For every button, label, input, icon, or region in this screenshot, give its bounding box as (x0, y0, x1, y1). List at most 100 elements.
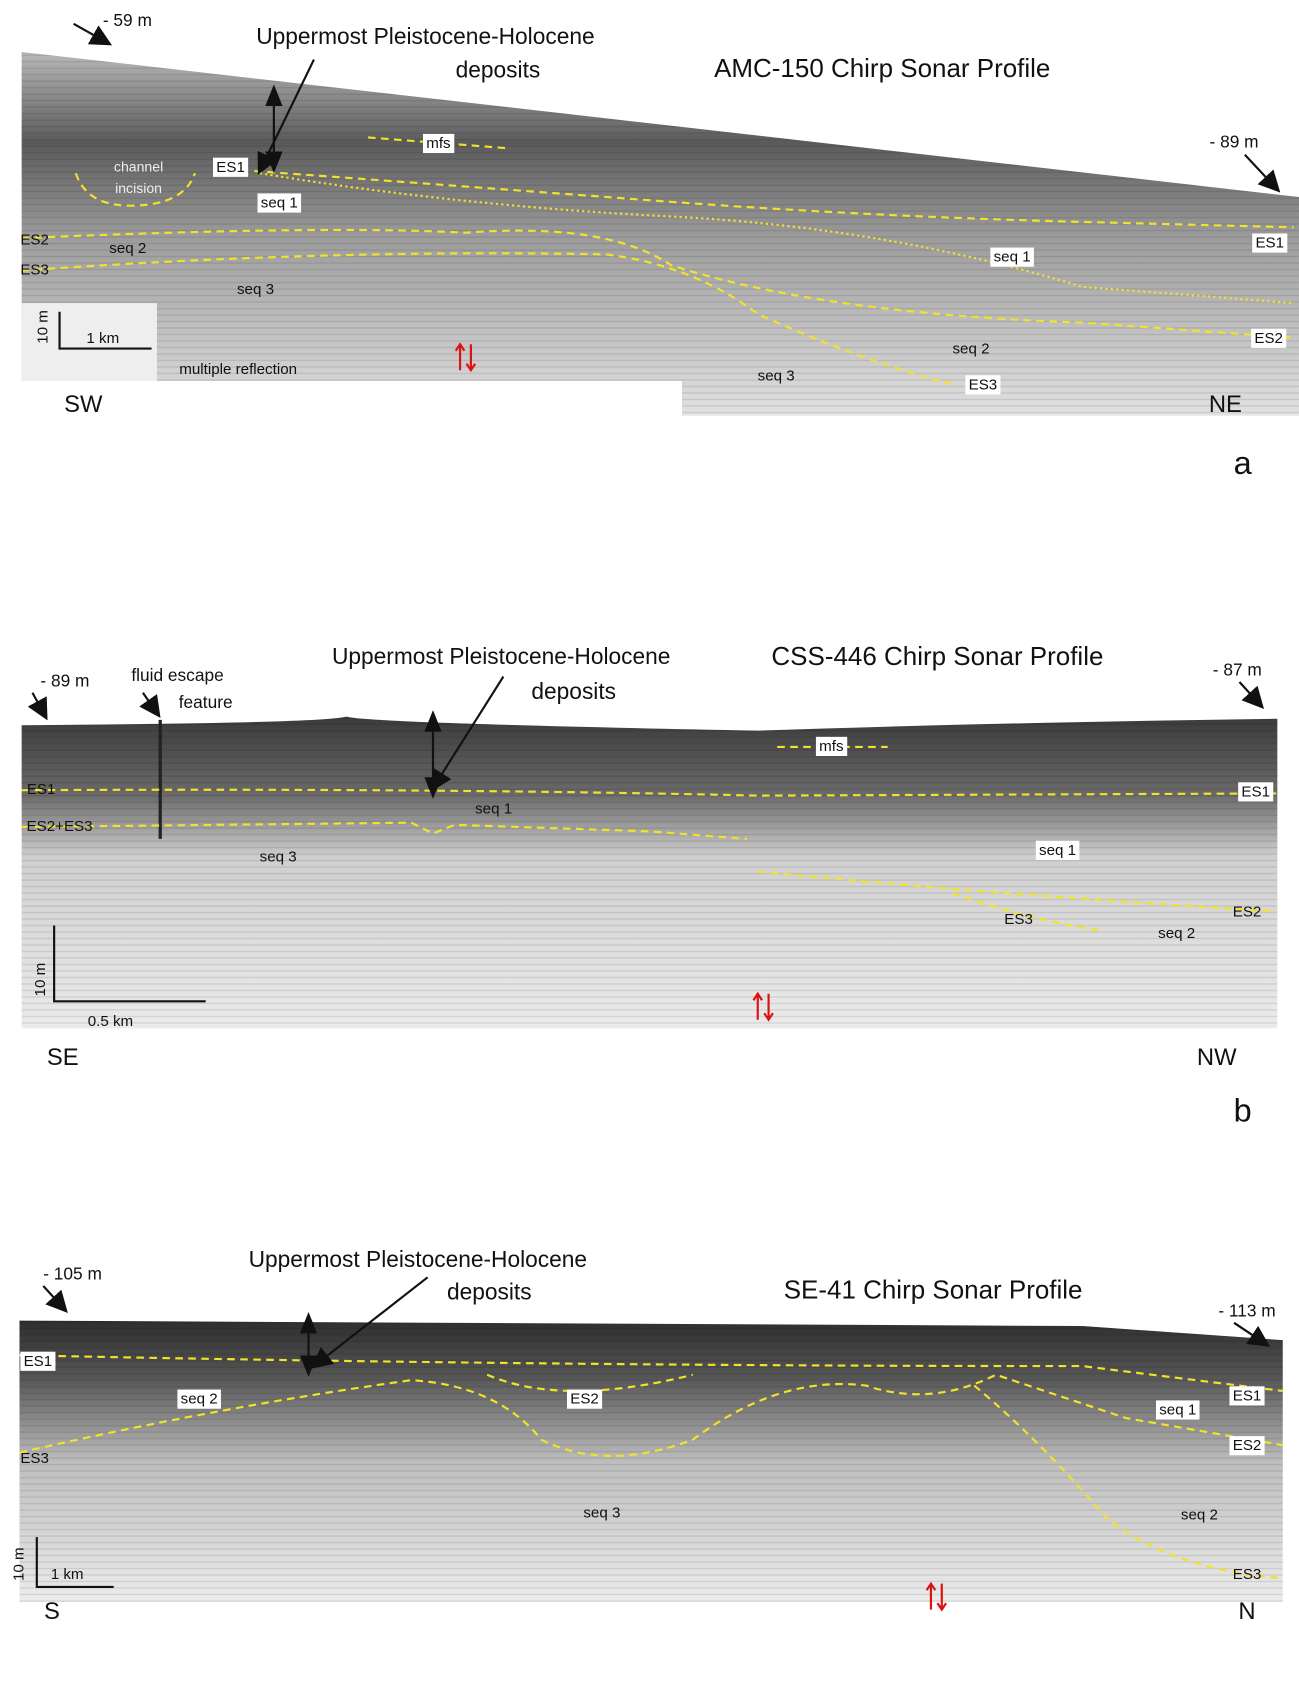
label: feature (179, 692, 233, 712)
label: channel (114, 159, 163, 175)
panel-letter: b (1234, 1092, 1252, 1128)
label: seq 3 (758, 368, 795, 385)
label: seq 1 (1159, 1401, 1196, 1418)
label: seq 1 (475, 801, 512, 818)
arrow (310, 1276, 429, 1369)
fault-symbol (454, 342, 477, 373)
label: ES3 (20, 262, 49, 279)
panel-title: SE-41 Chirp Sonar Profile (784, 1274, 1083, 1304)
label: SE (47, 1044, 79, 1071)
arrow (42, 1285, 68, 1314)
profile-b (21, 716, 1278, 1029)
label: NW (1197, 1044, 1237, 1071)
label: ES1 (1233, 1387, 1262, 1404)
label-box (1252, 233, 1288, 253)
label: ES1 (1255, 235, 1284, 252)
label: fluid escape (131, 665, 223, 685)
label-box (1229, 1436, 1265, 1456)
scale-bar (53, 925, 206, 1003)
label-box (1229, 1386, 1265, 1406)
arrow (139, 692, 161, 718)
label: 10 m (32, 963, 49, 997)
profile-c (19, 1320, 1283, 1603)
label: seq 1 (994, 249, 1031, 266)
panel-letter: c (1235, 1690, 1251, 1693)
label: ES2 (20, 231, 49, 248)
label: - 105 m (43, 1264, 102, 1284)
panel-title: AMC-150 Chirp Sonar Profile (714, 53, 1050, 83)
label: seq 1 (1039, 842, 1076, 859)
label: seq 3 (583, 1504, 620, 1521)
label: SW (64, 391, 103, 418)
scale-bar (58, 311, 152, 350)
label: Uppermost Pleistocene-Holocene (249, 1246, 587, 1272)
label: ES3 (1004, 911, 1033, 928)
label: 1 km (86, 330, 119, 347)
label: 10 m (34, 310, 51, 344)
label: mfs (426, 135, 451, 152)
scale-bar (35, 1537, 114, 1588)
label-box (257, 193, 302, 213)
arrow (73, 22, 113, 46)
label-box (1035, 840, 1080, 860)
label: S (44, 1598, 60, 1625)
label-box (422, 133, 455, 154)
profile-a (21, 51, 1299, 416)
label: seq 2 (181, 1391, 218, 1408)
label-box (990, 247, 1034, 267)
label-box (815, 736, 848, 756)
label: multiple reflection (179, 361, 297, 378)
label-box (566, 1389, 603, 1409)
label: - 89 m (40, 671, 89, 691)
label: 1 km (51, 1566, 84, 1583)
panel-title: CSS-446 Chirp Sonar Profile (771, 641, 1103, 671)
label: ES2+ES3 (27, 818, 93, 835)
label: Uppermost Pleistocene-Holocene (332, 643, 670, 669)
label: 0.5 km (88, 1013, 133, 1030)
label: ES2 (1233, 904, 1262, 921)
label: ES1 (1241, 783, 1270, 800)
label: seq 3 (260, 848, 297, 865)
label: - 89 m (1210, 131, 1259, 151)
label-box (213, 157, 249, 177)
fault-symbol (925, 1581, 948, 1612)
arrow (1238, 681, 1265, 709)
label: seq 2 (109, 240, 146, 257)
label: mfs (819, 738, 844, 755)
label: - 59 m (103, 10, 152, 30)
annotations: AMC-150 Chirp Sonar Profile a - 59 m Upperm… (10, 10, 1288, 1693)
label: N (1238, 1598, 1255, 1625)
label-box (1155, 1400, 1200, 1420)
label: seq 2 (1181, 1506, 1218, 1523)
label: NE (1209, 391, 1242, 418)
label-box (1238, 782, 1274, 802)
label: ES2 (570, 1391, 599, 1408)
arrow (430, 675, 505, 792)
label: deposits (447, 1279, 532, 1305)
label: ES1 (24, 1353, 53, 1370)
label: ES1 (216, 159, 245, 176)
label: seq 2 (952, 341, 989, 358)
label: 10 m (10, 1547, 27, 1581)
label-box (965, 375, 1001, 395)
label: seq 3 (237, 281, 274, 298)
label: deposits (456, 56, 541, 82)
label: deposits (531, 678, 616, 704)
label: ES3 (969, 376, 998, 393)
label: Uppermost Pleistocene-Holocene (256, 23, 594, 49)
label: ES2 (1254, 330, 1283, 347)
label: - 87 m (1213, 660, 1262, 680)
label-box (1251, 328, 1287, 348)
label: ES3 (1233, 1566, 1262, 1583)
fault-symbol (752, 991, 774, 1022)
label: ES3 (20, 1450, 49, 1467)
label-box (177, 1389, 221, 1409)
panel-letter: a (1234, 445, 1253, 481)
label: ES2 (1233, 1437, 1262, 1454)
arrow (1244, 154, 1281, 193)
label: seq 1 (261, 195, 298, 212)
label: - 113 m (1218, 1301, 1275, 1321)
label: ES1 (27, 781, 56, 798)
label: seq 2 (1158, 925, 1195, 942)
